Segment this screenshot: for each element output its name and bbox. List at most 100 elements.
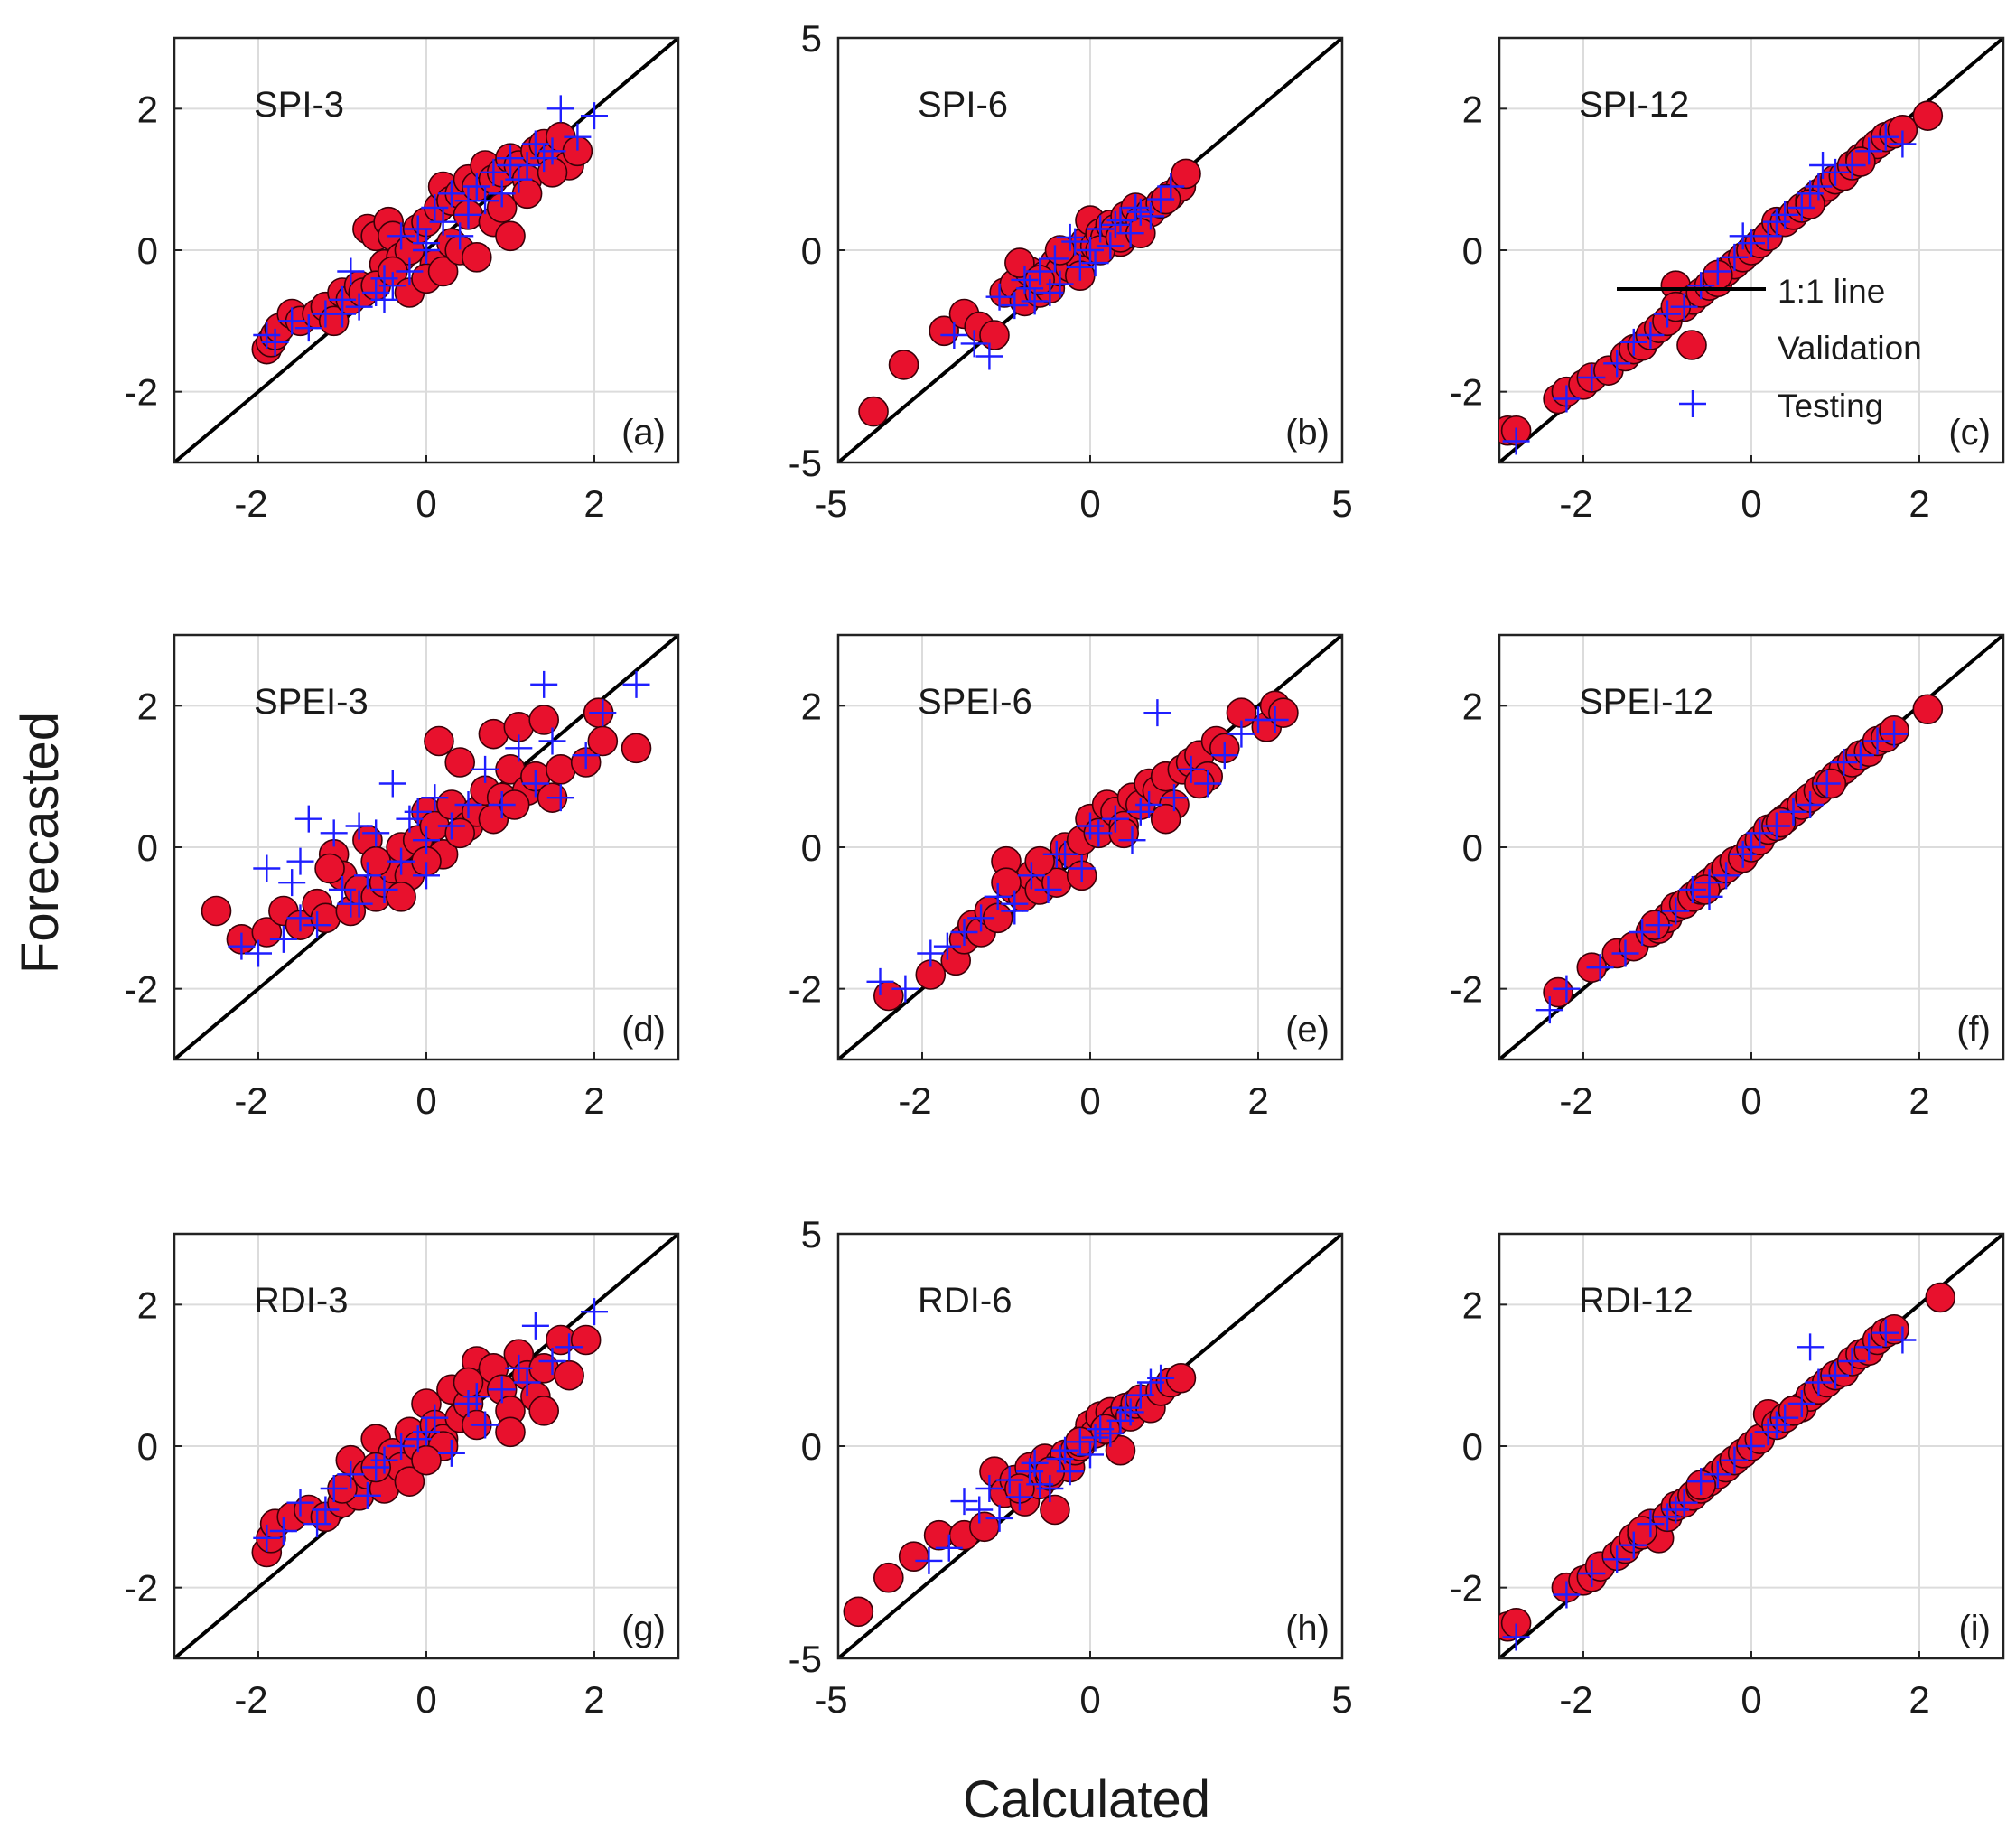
testing-point bbox=[1578, 1560, 1606, 1587]
testing-point bbox=[446, 222, 474, 250]
testing-point bbox=[1738, 1433, 1765, 1460]
panel-letter: (i) bbox=[1958, 1609, 1991, 1648]
x-tick-label: 5 bbox=[1331, 1678, 1352, 1721]
testing-point bbox=[488, 791, 516, 818]
testing-point bbox=[1112, 1394, 1140, 1422]
panel-rdi-3: -2 0 2 -2 0 2 RDI-3 (g) bbox=[125, 1232, 680, 1721]
panel-letter: (c) bbox=[1948, 413, 1991, 453]
testing-point bbox=[521, 770, 549, 798]
validation-point bbox=[511, 178, 543, 210]
testing-point bbox=[1813, 770, 1841, 798]
legend-line-label: 1:1 line bbox=[1778, 273, 1885, 310]
x-tick-label: 0 bbox=[1079, 482, 1100, 525]
testing-point bbox=[891, 975, 919, 1003]
testing-point bbox=[387, 222, 415, 250]
x-tick-label: 0 bbox=[1741, 482, 1761, 525]
testing-point bbox=[1629, 919, 1657, 946]
panel-spi-6: -5 0 5 -5 0 5 SPI-6 (b) bbox=[789, 17, 1353, 525]
points-group bbox=[1535, 694, 1944, 1024]
panel-title: SPI-12 bbox=[1579, 85, 1689, 125]
testing-point bbox=[278, 307, 306, 335]
x-tick-label: 2 bbox=[583, 482, 604, 525]
testing-point bbox=[345, 812, 373, 840]
testing-point bbox=[1695, 882, 1723, 910]
testing-point bbox=[1042, 840, 1070, 868]
testing-point bbox=[1586, 954, 1614, 982]
validation-point bbox=[528, 1396, 560, 1426]
validation-point bbox=[888, 350, 919, 380]
panel-title: SPI-6 bbox=[918, 85, 1008, 125]
testing-point bbox=[1729, 222, 1757, 250]
points-group bbox=[843, 1363, 1197, 1628]
testing-point bbox=[286, 1489, 314, 1517]
testing-point bbox=[521, 130, 549, 158]
testing-point bbox=[505, 1354, 533, 1382]
points-group bbox=[1499, 1282, 1956, 1651]
testing-point bbox=[387, 1433, 415, 1460]
testing-point bbox=[471, 1411, 499, 1439]
testing-point bbox=[1056, 1458, 1084, 1486]
validation-point bbox=[1024, 845, 1055, 877]
testing-point bbox=[1553, 1581, 1581, 1609]
testing-point bbox=[1838, 1348, 1866, 1375]
testing-point bbox=[589, 699, 617, 727]
testing-point bbox=[1738, 834, 1765, 861]
y-tick-label: 0 bbox=[137, 826, 158, 869]
validation-point bbox=[314, 853, 345, 884]
testing-point bbox=[387, 847, 415, 875]
testing-point bbox=[1645, 911, 1673, 939]
testing-point bbox=[462, 1383, 490, 1411]
x-tick-label: 2 bbox=[1909, 1678, 1929, 1721]
panel-rdi-12: -2 0 2 -2 0 2 RDI-12 (i) bbox=[1450, 1232, 2005, 1721]
testing-point bbox=[370, 285, 398, 313]
testing-point bbox=[337, 1461, 365, 1489]
testing-point bbox=[1619, 328, 1647, 356]
y-tick-label: -2 bbox=[1450, 1567, 1483, 1610]
testing-point bbox=[538, 1348, 566, 1375]
testing-point bbox=[1678, 876, 1706, 903]
testing-point bbox=[1553, 975, 1581, 1003]
testing-point bbox=[437, 812, 465, 840]
validation-point bbox=[898, 1541, 929, 1572]
testing-point bbox=[1136, 202, 1164, 230]
testing-point bbox=[1147, 1364, 1175, 1392]
testing-point bbox=[1619, 1531, 1647, 1559]
y-tick-label: -2 bbox=[125, 1567, 158, 1610]
validation-point bbox=[621, 733, 652, 764]
validation-point bbox=[1543, 976, 1573, 1008]
testing-point bbox=[1502, 1623, 1530, 1651]
x-tick-label: 2 bbox=[1247, 1079, 1268, 1122]
x-tick-label: 0 bbox=[415, 1079, 436, 1122]
x-tick-label: 2 bbox=[583, 1079, 604, 1122]
y-tick-label: -5 bbox=[789, 442, 822, 484]
testing-point bbox=[1611, 939, 1639, 967]
testing-point bbox=[362, 819, 390, 847]
testing-point bbox=[1041, 245, 1069, 273]
testing-point bbox=[1855, 1333, 1883, 1361]
testing-point bbox=[421, 194, 449, 221]
validation-point bbox=[1150, 803, 1181, 835]
validation-point bbox=[461, 242, 492, 273]
x-tick-label: 5 bbox=[1331, 482, 1352, 525]
points-group bbox=[1499, 100, 1944, 455]
testing-point bbox=[1001, 292, 1029, 320]
testing-point bbox=[1077, 1441, 1104, 1469]
testing-point bbox=[1005, 1483, 1033, 1511]
testing-point bbox=[538, 727, 566, 755]
testing-point bbox=[1637, 322, 1665, 349]
y-tick-label: -2 bbox=[1450, 371, 1483, 414]
y-tick-label: 5 bbox=[801, 1213, 822, 1256]
legend-testing-label: Testing bbox=[1778, 387, 1883, 425]
testing-point bbox=[1101, 805, 1129, 833]
validation-point bbox=[427, 256, 459, 287]
points-group bbox=[866, 690, 1299, 1012]
testing-point bbox=[1535, 996, 1563, 1024]
testing-point bbox=[1830, 749, 1858, 776]
validation-point bbox=[1912, 694, 1944, 725]
validation-point bbox=[424, 725, 454, 757]
testing-point bbox=[538, 137, 566, 165]
validation-point bbox=[1004, 247, 1035, 278]
testing-point bbox=[1654, 300, 1681, 328]
testing-point bbox=[1822, 158, 1849, 186]
testing-point bbox=[564, 123, 592, 151]
